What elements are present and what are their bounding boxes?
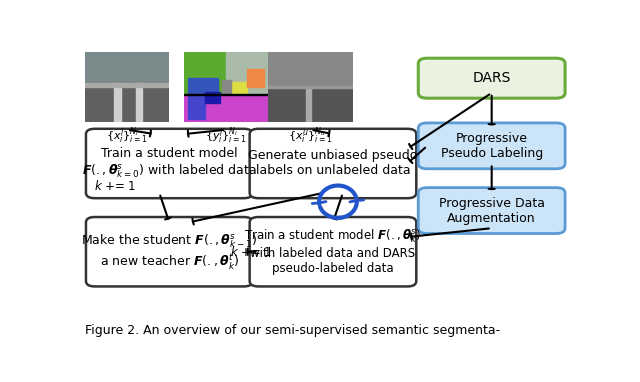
Text: Generate unbiased pseudo
labels on unlabeled data: Generate unbiased pseudo labels on unlab… bbox=[248, 149, 418, 178]
Text: $k$ += 1: $k$ += 1 bbox=[93, 178, 136, 193]
Text: Progressive
Pseudo Labeling: Progressive Pseudo Labeling bbox=[440, 132, 543, 160]
Text: $\{y^l_i\}^{N_l}_{i=1}$: $\{y^l_i\}^{N_l}_{i=1}$ bbox=[205, 125, 247, 146]
Text: Train a student model
$\boldsymbol{F}(.,\boldsymbol{\theta}^s_{k=0})$ with label: Train a student model $\boldsymbol{F}(.,… bbox=[82, 147, 257, 180]
FancyBboxPatch shape bbox=[419, 188, 565, 233]
FancyBboxPatch shape bbox=[86, 217, 253, 286]
Text: DARS: DARS bbox=[472, 71, 511, 85]
Text: Train a student model $\boldsymbol{F}(.,\boldsymbol{\theta}^s_k)$
with labeled d: Train a student model $\boldsymbol{F}(.,… bbox=[244, 228, 422, 275]
Text: $k$ += 1: $k$ += 1 bbox=[230, 245, 272, 259]
FancyBboxPatch shape bbox=[86, 129, 253, 198]
Text: $\{x^l_i\}^{N_l}_{i=1}$: $\{x^l_i\}^{N_l}_{i=1}$ bbox=[106, 125, 148, 146]
Text: $\{x^u_i\}^{N_u}_{i=1}$: $\{x^u_i\}^{N_u}_{i=1}$ bbox=[289, 125, 333, 146]
FancyBboxPatch shape bbox=[250, 217, 416, 286]
Text: Make the student $\boldsymbol{F}(.,\boldsymbol{\theta}^s_{k-1})$
a new teacher $: Make the student $\boldsymbol{F}(.,\bold… bbox=[81, 232, 257, 272]
Text: Progressive Data
Augmentation: Progressive Data Augmentation bbox=[438, 197, 545, 225]
FancyBboxPatch shape bbox=[250, 129, 416, 198]
FancyBboxPatch shape bbox=[419, 58, 565, 98]
Text: Figure 2. An overview of our semi-supervised semantic segmenta-: Figure 2. An overview of our semi-superv… bbox=[85, 324, 500, 337]
FancyBboxPatch shape bbox=[419, 123, 565, 169]
